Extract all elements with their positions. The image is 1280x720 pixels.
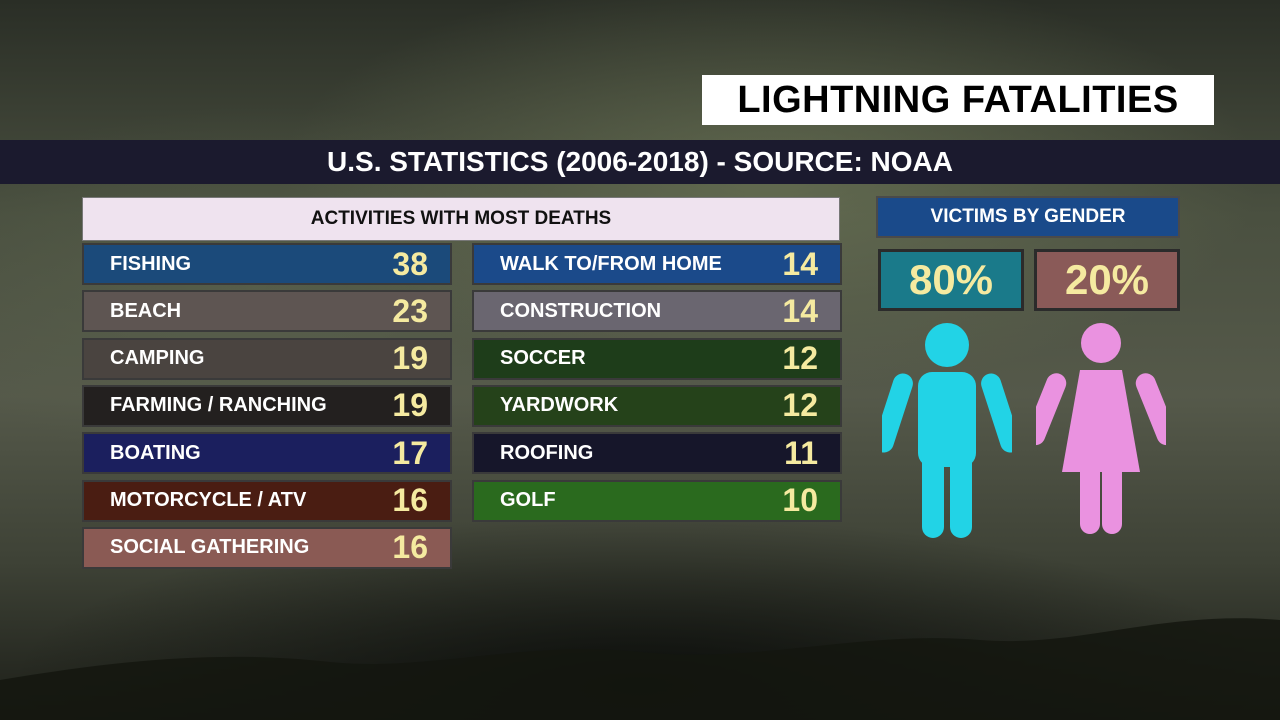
male-figure-icon — [882, 323, 1012, 538]
activity-label: MOTORCYCLE / ATV — [110, 489, 307, 511]
activity-value: 16 — [392, 482, 428, 518]
female-percent-box: 20% — [1034, 249, 1180, 311]
activity-label: WALK TO/FROM HOME — [500, 252, 722, 275]
activity-row: SOCIAL GATHERING 16 — [82, 526, 452, 569]
activity-label: FISHING — [110, 252, 192, 275]
activity-label: BOATING — [110, 441, 201, 464]
activity-value: 16 — [392, 529, 428, 566]
activity-row: ROOFING 11 — [472, 432, 842, 475]
activity-row: SOCCER 12 — [472, 337, 842, 380]
subtitle-bar: U.S. STATISTICS (2006-2018) - SOURCE: NO… — [0, 140, 1280, 184]
activity-value: 17 — [392, 434, 428, 471]
activity-row: BEACH 23 — [82, 290, 452, 333]
activity-row: WALK TO/FROM HOME 14 — [472, 243, 842, 285]
activity-row: YARDWORK 12 — [472, 384, 842, 427]
activity-value: 12 — [782, 340, 818, 377]
male-percent-value: 80% — [908, 256, 994, 303]
activity-value: 19 — [392, 387, 428, 424]
activities-header: ACTIVITIES WITH MOST DEATHS — [82, 197, 840, 241]
activity-label: SOCCER — [500, 347, 586, 370]
activity-value: 10 — [782, 482, 818, 518]
activity-label: ROOFING — [500, 441, 594, 464]
activity-label: GOLF — [500, 489, 556, 511]
activity-label: YARDWORK — [500, 394, 619, 417]
background-hills — [0, 618, 1280, 720]
activity-row: CAMPING 19 — [82, 337, 452, 380]
activity-row: CONSTRUCTION 14 — [472, 290, 842, 333]
activity-label: BEACH — [110, 299, 182, 322]
activity-label: CAMPING — [110, 347, 205, 370]
activity-row: MOTORCYCLE / ATV 16 — [82, 479, 452, 522]
activity-value: 11 — [784, 434, 818, 471]
gender-header: VICTIMS BY GENDER — [876, 196, 1180, 238]
activity-row: BOATING 17 — [82, 432, 452, 475]
activity-row: FISHING 38 — [82, 243, 452, 285]
male-percent-box: 80% — [878, 249, 1024, 311]
female-percent-value: 20% — [1064, 256, 1150, 303]
activity-label: SOCIAL GATHERING — [110, 536, 310, 559]
activity-value: 23 — [392, 292, 428, 329]
activity-row: FARMING / RANCHING 19 — [82, 384, 452, 427]
activity-label: CONSTRUCTION — [500, 299, 662, 322]
activity-label: FARMING / RANCHING — [110, 394, 327, 417]
activity-value: 38 — [392, 245, 428, 282]
activity-row: GOLF 10 — [472, 479, 842, 522]
activity-value: 14 — [782, 292, 818, 329]
activity-value: 19 — [392, 340, 428, 377]
activity-value: 14 — [782, 245, 818, 282]
page-title: LIGHTNING FATALITIES — [702, 75, 1214, 125]
activity-value: 12 — [782, 387, 818, 424]
female-figure-icon — [1036, 323, 1166, 534]
